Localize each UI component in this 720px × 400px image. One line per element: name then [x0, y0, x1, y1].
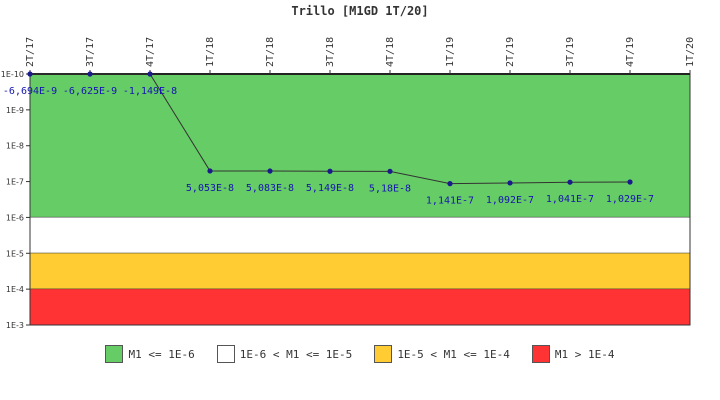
- data-label: 5,053E-8: [186, 183, 234, 194]
- y-axis-ticks: 1E-10 1E-9 1E-8 1E-7 1E-6 1E-5 1E-4 1E-3: [1, 70, 30, 330]
- legend-swatch: [105, 345, 124, 363]
- chart: Trillo [M1GD 1T/20] 1E-101E-91E-81E-71E-…: [1, 4, 696, 330]
- x-tick-label: 1T/20: [685, 37, 696, 67]
- legend-swatch: [216, 345, 235, 363]
- data-label: 5,18E-8: [369, 183, 411, 194]
- x-tick-label: 2T/19: [505, 37, 516, 67]
- data-label: 5,149E-8: [306, 183, 354, 194]
- data-point: [327, 168, 333, 174]
- x-axis-ticks: 2T/17 3T/17 4T/17 1T/18 2T/18 3T/18 4T/18 1T/19…: [25, 37, 696, 74]
- data-point: [567, 179, 573, 185]
- series-line: [27, 71, 633, 187]
- legend-label: M1 <= 1E-6: [128, 347, 195, 361]
- x-tick-label: 2T/17: [25, 37, 36, 67]
- y-tick-label: 1E-7: [6, 178, 24, 187]
- x-tick-label: 1T/18: [205, 37, 216, 67]
- data-label: -6,625E-9: [63, 86, 117, 97]
- legend-item: 1E-6 < M1 <= 1E-5: [216, 345, 353, 363]
- band-3: [30, 289, 690, 325]
- y-tick-label: 1E-3: [6, 321, 24, 330]
- data-point: [447, 181, 453, 187]
- data-point: [507, 180, 513, 186]
- legend-label: 1E-5 < M1 <= 1E-4: [397, 347, 510, 361]
- chart-title: Trillo [M1GD 1T/20]: [291, 4, 428, 18]
- y-tick-label: 1E-6: [6, 213, 24, 222]
- data-point: [27, 71, 33, 77]
- data-label: 1,141E-7: [426, 196, 474, 207]
- data-point: [387, 168, 393, 174]
- data-label: -1,149E-8: [123, 86, 177, 97]
- y-tick-label: 1E-4: [6, 285, 24, 294]
- legend-label: 1E-6 < M1 <= 1E-5: [239, 347, 353, 361]
- data-label: 1,041E-7: [546, 194, 594, 205]
- legend-swatch: [531, 345, 550, 363]
- data-point: [207, 168, 213, 174]
- x-tick-label: 4T/19: [625, 37, 636, 67]
- band-1: [30, 217, 690, 254]
- data-point: [147, 71, 153, 77]
- x-tick-label: 1T/19: [445, 37, 456, 67]
- y-tick-label: 1E-8: [6, 142, 24, 151]
- legend: M1 <= 1E-6 1E-6 < M1 <= 1E-5 1E-5 < M1 <= …: [0, 345, 720, 363]
- data-point: [627, 179, 633, 185]
- data-labels: -6,694E-9 -6,625E-9 -1,149E-8 5,053E-8 5,083…: [3, 86, 654, 207]
- legend-item: 1E-5 < M1 <= 1E-4: [374, 345, 510, 363]
- x-tick-label: 4T/18: [385, 37, 396, 67]
- y-tick-label: 1E-5: [6, 249, 24, 258]
- data-label: 1,029E-7: [606, 194, 654, 205]
- band-2: [30, 253, 690, 290]
- x-tick-label: 2T/18: [265, 37, 276, 67]
- data-label: -6,694E-9: [3, 86, 57, 97]
- data-point: [87, 71, 93, 77]
- legend-label: M1 > 1E-4: [554, 347, 615, 361]
- y-tick-label: 1E-10: [1, 70, 24, 79]
- data-label: 1,092E-7: [486, 195, 534, 206]
- x-tick-label: 3T/17: [85, 37, 96, 67]
- legend-swatch: [374, 345, 393, 363]
- data-label: 5,083E-8: [246, 183, 294, 194]
- legend-item: M1 > 1E-4: [531, 345, 615, 363]
- x-tick-label: 4T/17: [145, 37, 156, 67]
- x-tick-label: 3T/19: [565, 37, 576, 67]
- data-point: [267, 168, 273, 174]
- y-tick-label: 1E-9: [6, 106, 24, 115]
- chart-bands: [30, 74, 690, 326]
- band-0: [30, 74, 690, 218]
- legend-item: M1 <= 1E-6: [105, 345, 195, 363]
- x-tick-label: 3T/18: [325, 37, 336, 67]
